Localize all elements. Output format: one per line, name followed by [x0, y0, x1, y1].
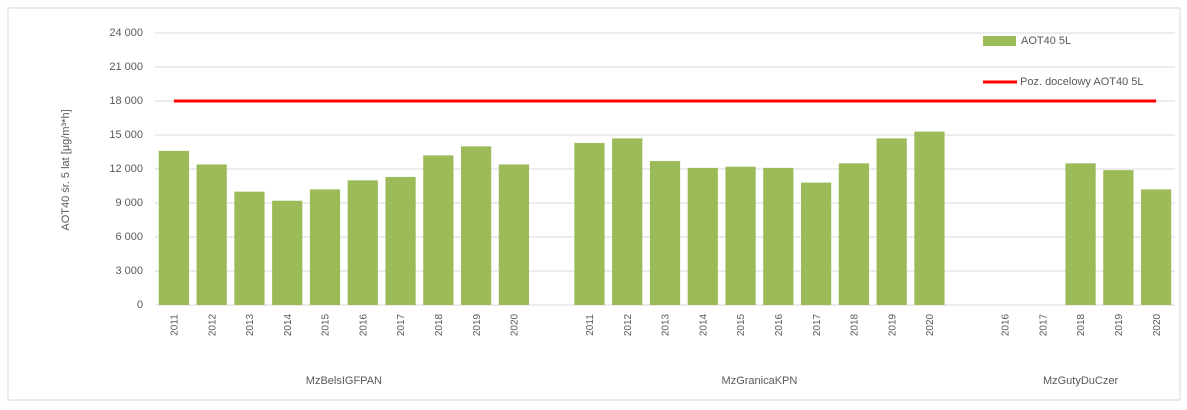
legend-swatch — [983, 36, 1016, 46]
x-tick-label: 2014 — [698, 313, 709, 336]
bar — [498, 164, 529, 305]
group-label: MzGutyDuCzer — [1043, 375, 1119, 387]
y-tick-label: 15 000 — [109, 129, 143, 141]
bar — [423, 155, 454, 305]
x-tick-label: 2014 — [283, 313, 294, 336]
x-tick-label: 2012 — [207, 313, 218, 336]
x-tick-label: 2013 — [245, 313, 256, 336]
bar — [385, 176, 416, 305]
bar — [876, 138, 907, 305]
bar — [1141, 189, 1172, 305]
group-label: MzBelsIGFPAN — [306, 375, 382, 387]
x-tick-label: 2018 — [850, 313, 861, 336]
y-tick-label: 18 000 — [109, 95, 143, 107]
y-axis-label: AOT40 śr. 5 lat [µg/m³*h] — [60, 109, 72, 230]
bar — [272, 200, 303, 305]
bar — [196, 164, 227, 305]
x-tick-label: 2019 — [1114, 313, 1125, 336]
y-tick-label: 24 000 — [109, 27, 143, 39]
y-tick-label: 3 000 — [115, 265, 143, 277]
x-tick-label: 2017 — [1038, 313, 1049, 336]
bar — [461, 146, 492, 305]
x-tick-label: 2016 — [774, 313, 785, 336]
x-tick-label: 2020 — [1152, 313, 1163, 336]
bar — [347, 180, 378, 305]
bar — [1103, 170, 1134, 305]
x-tick-label: 2019 — [887, 313, 898, 336]
bar — [725, 166, 756, 305]
y-tick-label: 21 000 — [109, 61, 143, 73]
bar — [801, 182, 832, 305]
x-tick-label: 2011 — [585, 314, 596, 336]
x-tick-label: 2011 — [170, 314, 181, 336]
x-tick-label: 2017 — [396, 313, 407, 336]
bar — [574, 142, 605, 305]
bar — [763, 167, 794, 305]
x-tick-label: 2015 — [321, 313, 332, 336]
x-tick-label: 2016 — [1001, 313, 1012, 336]
x-tick-label: 2013 — [661, 313, 672, 336]
legend-label: AOT40 5L — [1021, 35, 1071, 47]
group-label: MzGranicaKPN — [722, 375, 798, 387]
x-tick-label: 2020 — [510, 313, 521, 336]
x-tick-label: 2019 — [472, 313, 483, 336]
bar — [914, 131, 945, 305]
bar — [612, 138, 643, 305]
y-tick-label: 6 000 — [115, 231, 143, 243]
legend-label: Poz. docelowy AOT40 5L — [1020, 76, 1144, 88]
bar — [687, 167, 718, 305]
y-tick-label: 12 000 — [109, 163, 143, 175]
x-tick-label: 2012 — [623, 313, 634, 336]
x-tick-label: 2018 — [1076, 313, 1087, 336]
x-tick-label: 2020 — [925, 313, 936, 336]
x-tick-label: 2018 — [434, 313, 445, 336]
x-tick-label: 2015 — [736, 313, 747, 336]
bar — [1065, 163, 1096, 305]
bar — [649, 161, 681, 305]
bar — [158, 150, 189, 305]
x-tick-label: 2016 — [358, 313, 369, 336]
bar — [838, 163, 869, 305]
bar — [234, 191, 265, 305]
bar — [309, 189, 341, 305]
x-tick-label: 2017 — [812, 313, 823, 336]
y-tick-label: 9 000 — [115, 197, 143, 209]
y-tick-label: 0 — [137, 299, 143, 311]
